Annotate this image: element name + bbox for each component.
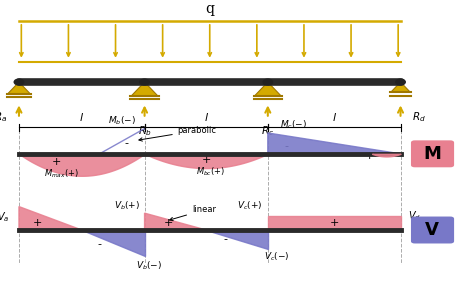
FancyBboxPatch shape <box>411 217 454 243</box>
Text: $M_{bc}(+)$: $M_{bc}(+)$ <box>196 165 226 178</box>
Text: +: + <box>365 151 374 161</box>
Text: $V_c(-)$: $V_c(-)$ <box>264 251 290 263</box>
Polygon shape <box>100 129 145 154</box>
Polygon shape <box>255 82 281 96</box>
Circle shape <box>14 79 24 85</box>
Polygon shape <box>19 207 82 230</box>
Text: $R_b$: $R_b$ <box>138 125 151 138</box>
Polygon shape <box>391 82 410 92</box>
Text: $R_a$: $R_a$ <box>0 110 7 124</box>
Text: -: - <box>125 138 128 148</box>
Text: $R_d$: $R_d$ <box>412 110 426 124</box>
Polygon shape <box>268 216 401 230</box>
Text: +: + <box>329 218 339 228</box>
Text: +: + <box>164 219 173 229</box>
Text: $V_b(-)$: $V_b(-)$ <box>136 260 163 272</box>
Polygon shape <box>268 133 401 154</box>
Text: $V_c(+)$: $V_c(+)$ <box>237 199 263 212</box>
Text: +: + <box>52 156 62 166</box>
Text: $V_d$: $V_d$ <box>408 209 420 223</box>
Text: linear: linear <box>170 205 216 221</box>
Polygon shape <box>206 230 268 249</box>
Text: q: q <box>205 2 214 16</box>
Text: $l$: $l$ <box>332 111 337 123</box>
Text: -: - <box>223 234 227 244</box>
Text: -: - <box>98 239 101 250</box>
Text: $V_a$: $V_a$ <box>0 210 9 224</box>
Text: $l$: $l$ <box>79 111 84 123</box>
Circle shape <box>396 79 405 85</box>
Polygon shape <box>8 82 30 94</box>
Text: parabolic: parabolic <box>139 126 217 141</box>
Text: $M_c(-)$: $M_c(-)$ <box>280 118 307 131</box>
Polygon shape <box>145 213 206 230</box>
FancyBboxPatch shape <box>411 140 454 167</box>
Text: +: + <box>201 155 211 165</box>
Text: $R_c$: $R_c$ <box>261 125 274 138</box>
Circle shape <box>263 79 273 85</box>
Text: $l$: $l$ <box>204 111 209 123</box>
Polygon shape <box>132 82 157 96</box>
Circle shape <box>140 79 149 85</box>
Text: -: - <box>285 141 289 151</box>
Text: M: M <box>423 145 441 163</box>
Text: $M_{max}(+)$: $M_{max}(+)$ <box>44 167 79 180</box>
Polygon shape <box>82 230 145 256</box>
Text: $V_b(+)$: $V_b(+)$ <box>114 199 140 212</box>
Text: +: + <box>33 218 43 228</box>
Text: V: V <box>425 221 439 239</box>
Text: $M_b(-)$: $M_b(-)$ <box>108 115 136 127</box>
